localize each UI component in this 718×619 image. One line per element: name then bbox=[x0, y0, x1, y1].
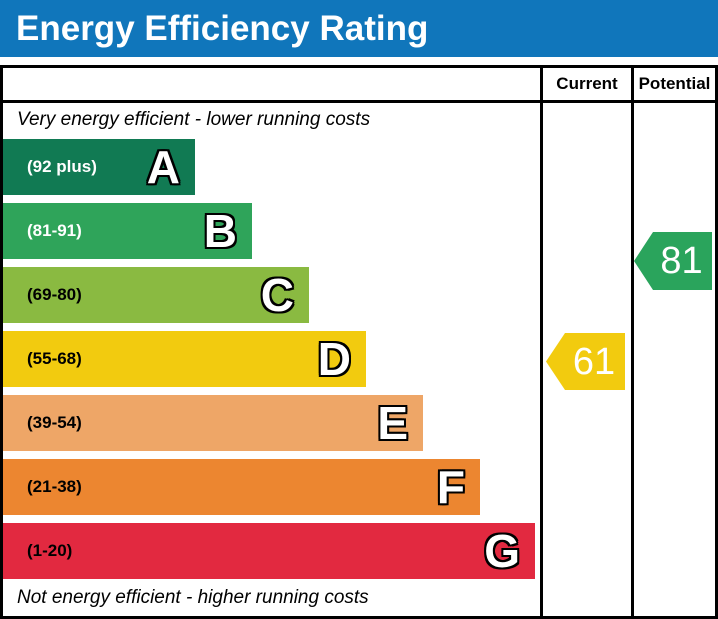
band-e-range: (39-54) bbox=[27, 413, 82, 432]
current-rating-value: 61 bbox=[572, 340, 616, 383]
band-c: (69-80) C bbox=[3, 267, 309, 323]
band-f: (21-38) F bbox=[3, 459, 480, 515]
band-f-letter: F bbox=[436, 461, 465, 513]
potential-column: 81 bbox=[631, 103, 715, 616]
header-spacer-cell bbox=[3, 68, 540, 103]
band-d: (55-68) D bbox=[3, 331, 366, 387]
header-current: Current bbox=[540, 68, 631, 103]
band-f-range: (21-38) bbox=[27, 477, 82, 496]
band-c-letter: C bbox=[260, 269, 294, 321]
header-potential: Potential bbox=[631, 68, 715, 103]
band-a: (92 plus) A bbox=[3, 139, 195, 195]
potential-rating-value: 81 bbox=[660, 240, 703, 282]
band-d-letter: D bbox=[317, 333, 351, 385]
page-title: Energy Efficiency Rating bbox=[16, 8, 429, 48]
potential-rating-arrow: 81 bbox=[634, 232, 712, 290]
band-b-range: (81-91) bbox=[27, 221, 82, 240]
caption-efficient: Very energy efficient - lower running co… bbox=[17, 109, 371, 130]
band-a-range: (92 plus) bbox=[27, 157, 97, 176]
energy-rating-table: Current Potential Very energy efficient … bbox=[0, 65, 718, 619]
band-d-range: (55-68) bbox=[27, 349, 82, 368]
band-e: (39-54) E bbox=[3, 395, 423, 451]
caption-not-efficient: Not energy efficient - higher running co… bbox=[17, 587, 369, 608]
rating-bands-column: Very energy efficient - lower running co… bbox=[3, 103, 540, 616]
current-column: 61 bbox=[540, 103, 631, 616]
band-g: (1-20) G bbox=[3, 523, 535, 579]
title-bar: Energy Efficiency Rating bbox=[0, 0, 718, 57]
band-b-letter: B bbox=[203, 205, 237, 257]
current-rating-arrow: 61 bbox=[546, 333, 625, 390]
band-c-range: (69-80) bbox=[27, 285, 82, 304]
band-g-range: (1-20) bbox=[27, 541, 73, 560]
band-b: (81-91) B bbox=[3, 203, 252, 259]
band-e-letter: E bbox=[377, 397, 408, 449]
band-g-letter: G bbox=[484, 525, 520, 577]
band-a-letter: A bbox=[146, 141, 180, 193]
